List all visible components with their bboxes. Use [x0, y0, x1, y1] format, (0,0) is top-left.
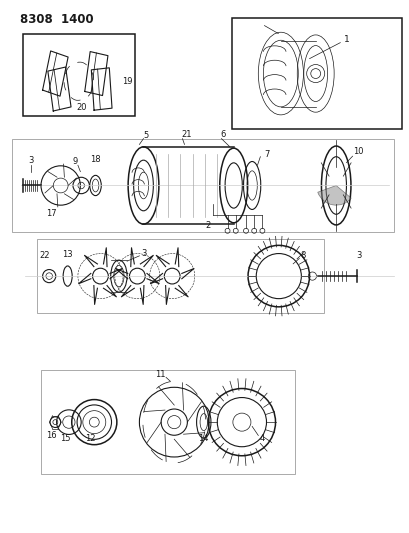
Text: 22: 22 — [40, 252, 50, 260]
Text: 9: 9 — [73, 157, 78, 166]
Text: 18: 18 — [90, 156, 101, 164]
Text: 4: 4 — [259, 434, 264, 442]
Text: 14: 14 — [198, 434, 209, 442]
Bar — [231, 18, 401, 129]
Text: 16: 16 — [46, 431, 56, 440]
Text: 20: 20 — [76, 103, 87, 112]
Text: 11: 11 — [154, 370, 165, 379]
Text: 5: 5 — [143, 132, 148, 140]
Bar — [41, 370, 294, 474]
Bar — [12, 139, 393, 232]
Bar — [37, 239, 323, 313]
Text: 6: 6 — [220, 131, 226, 139]
Text: 3: 3 — [140, 249, 146, 257]
Text: 21: 21 — [181, 131, 191, 139]
Text: 10: 10 — [353, 148, 363, 156]
Bar — [22, 34, 135, 116]
Text: 19: 19 — [121, 77, 132, 85]
Text: 3: 3 — [28, 157, 34, 165]
Text: 3: 3 — [355, 252, 361, 260]
Text: 12: 12 — [85, 434, 95, 442]
Text: 8308  1400: 8308 1400 — [20, 13, 94, 26]
Text: 2: 2 — [205, 222, 210, 230]
Wedge shape — [317, 185, 351, 205]
Text: 17: 17 — [46, 209, 56, 217]
Text: 15: 15 — [60, 434, 71, 442]
Text: 13: 13 — [62, 251, 73, 259]
Text: 8: 8 — [300, 252, 306, 260]
Text: 7: 7 — [263, 150, 269, 159]
Text: 1: 1 — [343, 36, 348, 44]
